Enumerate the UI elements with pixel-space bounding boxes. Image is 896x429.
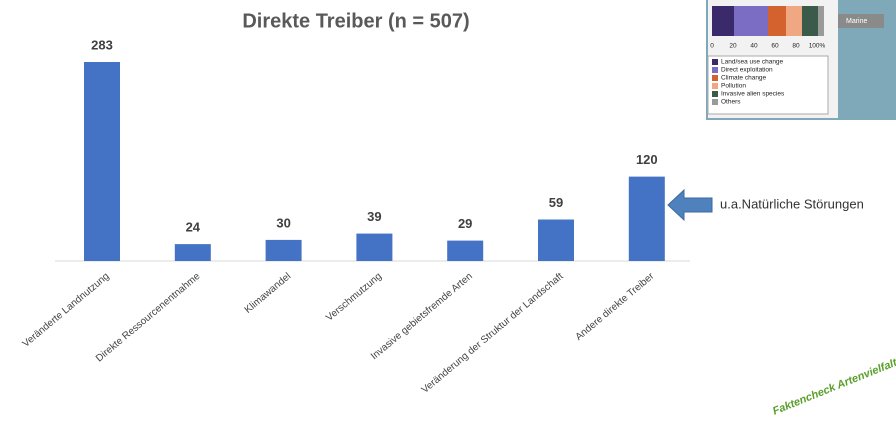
legend-swatch [712, 91, 718, 97]
x-tick-label: Klimawandel [243, 271, 294, 316]
bar [356, 233, 393, 261]
x-tick-label: Veränderte Landnutzung [21, 271, 112, 350]
data-label: 120 [636, 152, 658, 167]
chart-title: Direkte Treiber (n = 507) [242, 10, 469, 32]
x-tick-label: Invasive gebietsfremde Arten [369, 271, 475, 362]
legend-label: Direct exploitation [721, 67, 773, 74]
strip [734, 6, 768, 36]
logo: Faktencheck Artenvielfalt [771, 356, 896, 417]
legend-label: Land/sea use change [721, 59, 784, 66]
data-label: 30 [276, 215, 290, 230]
x-tick-label: Veränderung der Struktur der Landschaft [420, 271, 566, 396]
inset-axis-label: 100% [809, 43, 826, 50]
strip [802, 6, 818, 36]
inset-legend-box [707, 55, 829, 115]
data-label: 39 [367, 209, 381, 224]
inset-label: Marine [846, 18, 868, 25]
data-label: 24 [186, 220, 201, 235]
bar [174, 244, 211, 261]
inset-axis-label: 80 [792, 43, 800, 50]
legend-swatch [712, 83, 718, 89]
legend-swatch [712, 99, 718, 105]
bar [538, 219, 574, 261]
legend-swatch [712, 75, 718, 81]
x-tick-label: Verschmutzung [324, 271, 384, 324]
inset-axis-label: 40 [750, 43, 758, 50]
legend-label: Others [721, 99, 741, 106]
strip [786, 6, 802, 36]
data-label: 59 [549, 195, 563, 210]
strip [768, 6, 786, 36]
legend-swatch [712, 67, 718, 73]
arrow [667, 188, 713, 222]
data-label: 29 [458, 216, 472, 231]
inset-label-box [838, 14, 884, 28]
bar [265, 239, 302, 261]
strip [712, 6, 734, 36]
bar [628, 176, 665, 261]
bar [447, 240, 484, 261]
inset-axis-label: 0 [710, 43, 714, 50]
logo-text: Faktencheck Artenvielfalt [771, 356, 896, 417]
annotation: u.a.Natürliche Störungen [720, 196, 864, 211]
x-tick-label: Andere direkte Treiber [574, 270, 657, 342]
legend-label: Climate change [721, 75, 767, 82]
strip [818, 6, 824, 36]
inset-axis-label: 60 [771, 43, 779, 50]
inset-axis-label: 20 [729, 43, 737, 50]
data-label: 283 [91, 37, 113, 52]
inset: Marine [706, 0, 896, 120]
legend-label: Pollution [721, 83, 746, 90]
bar [84, 62, 120, 261]
legend-swatch [712, 59, 718, 65]
legend-label: Invasive alien species [721, 91, 785, 98]
x-tick-label: Direkte Ressourcenentnahme [94, 271, 203, 365]
